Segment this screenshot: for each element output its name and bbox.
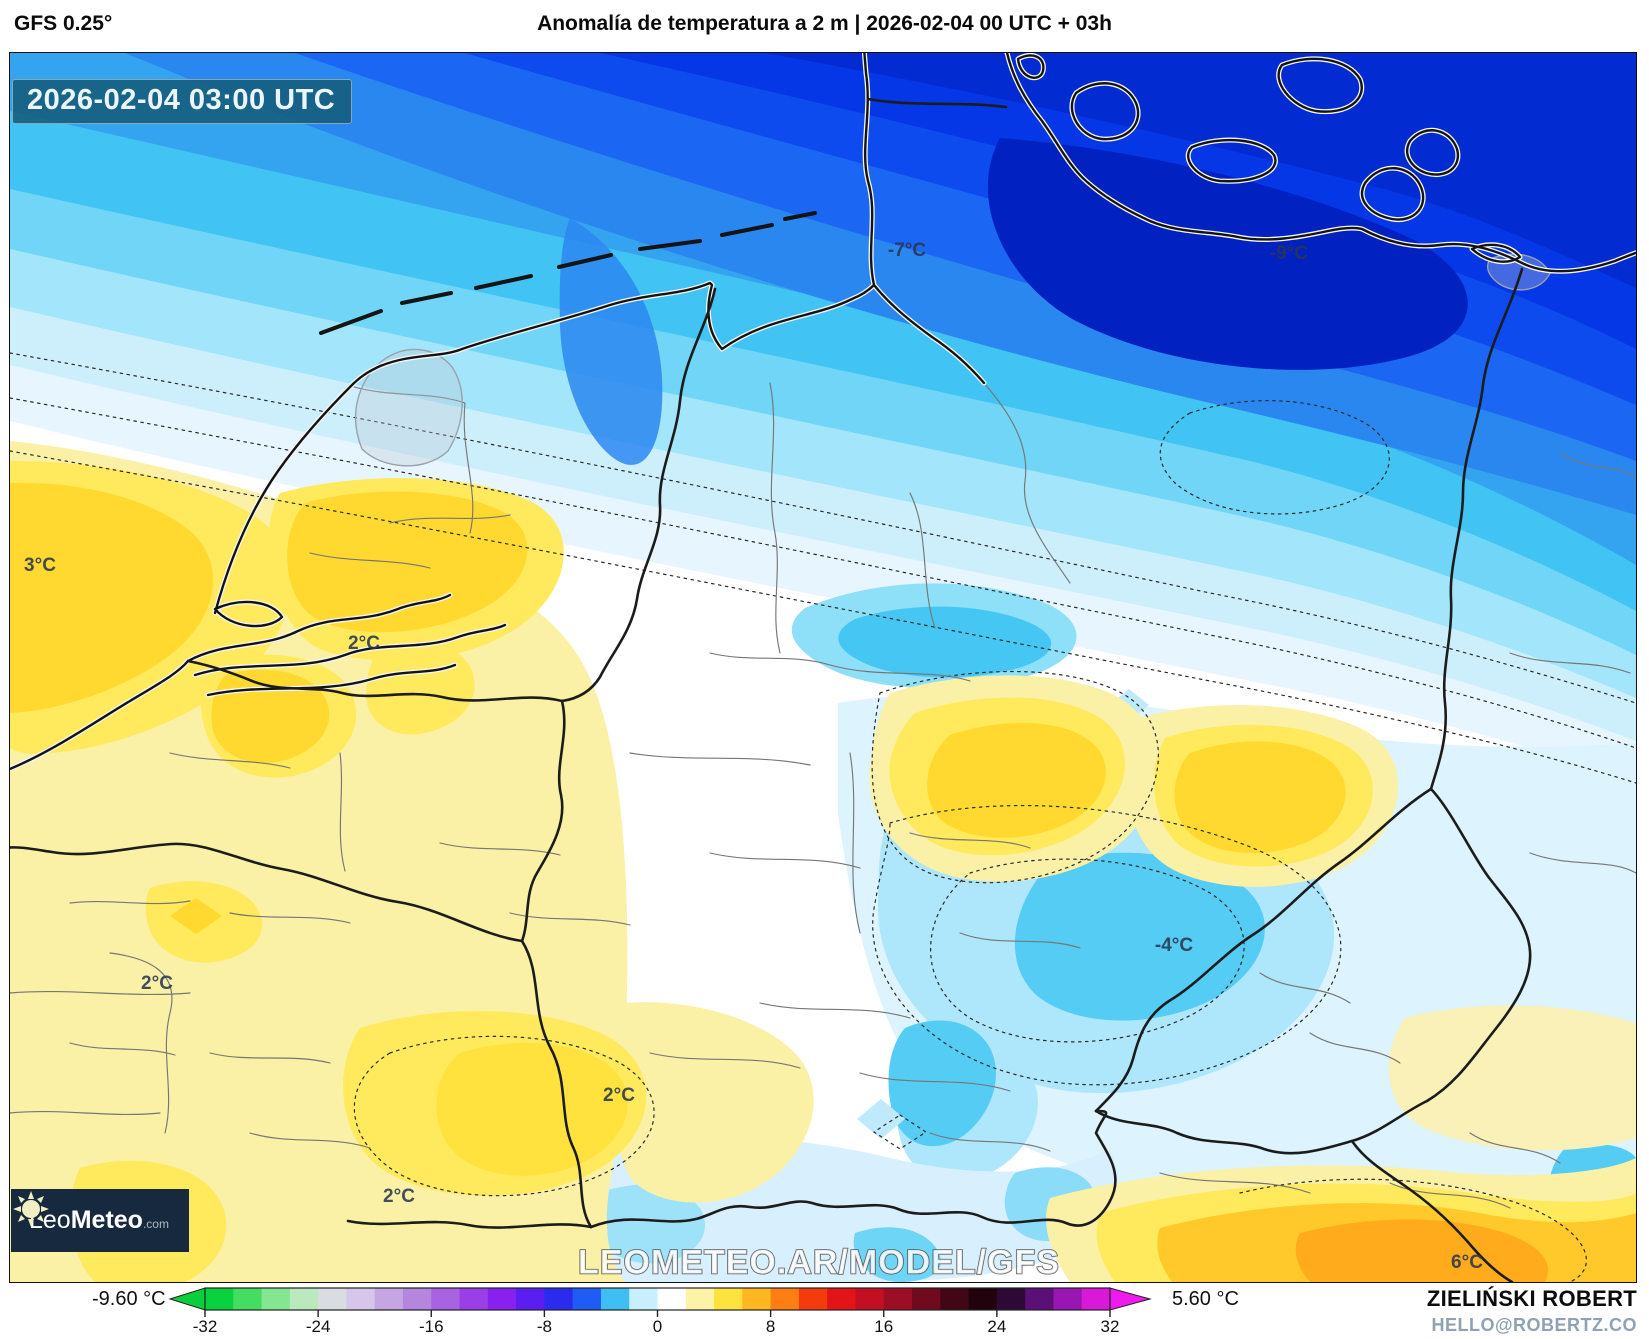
colorbar-scale <box>168 1287 1152 1317</box>
map-temp-label: -4°C <box>1154 935 1194 956</box>
map-temp-label: 2°C <box>383 1186 415 1207</box>
anomaly-map-svg <box>10 53 1636 1282</box>
map-canvas: 2026-02-04 03:00 UTC -7°C -9°C 3°C 2°C -4°C 2… <box>9 52 1637 1283</box>
map-temp-label: 2°C <box>141 973 173 994</box>
map-temp-label: 3°C <box>24 555 56 576</box>
colorbar-tick: 32 <box>1100 1317 1120 1336</box>
country-borders <box>10 97 1532 1282</box>
map-temp-label: 2°C <box>603 1085 635 1106</box>
colorbar-tick: -32 <box>192 1317 218 1336</box>
map-temp-label: -9°C <box>1269 243 1309 264</box>
map-temp-label: 6°C <box>1451 1252 1483 1273</box>
colorbar-tick: 16 <box>874 1317 894 1336</box>
author-name: ZIELIŃSKI ROBERT <box>1426 1286 1637 1311</box>
sun-icon <box>13 1191 49 1227</box>
admin-borders <box>10 382 1636 1209</box>
colorbar: -9.60 °C 5.60 °C -32 -24 -16 -8 0 8 16 24 32 <box>0 1284 1649 1339</box>
colorbar-tick: -16 <box>418 1317 444 1336</box>
leometeo-logo: LeoMeteo.com <box>11 1189 189 1252</box>
page-title: Anomalía de temperatura a 2 m | 2026-02-… <box>537 12 1112 35</box>
map-temp-label: 2°C <box>348 633 380 654</box>
colorbar-tick: -24 <box>305 1317 331 1336</box>
watermark: LEOMETEO.AR/MODEL/GFS <box>577 1243 1060 1282</box>
map-temp-label: -7°C <box>887 240 927 261</box>
colorbar-tick: -8 <box>536 1317 552 1336</box>
colorbar-tick: 24 <box>987 1317 1007 1336</box>
colorbar-tick: 8 <box>765 1317 776 1336</box>
colorbar-max-label: 5.60 °C <box>1172 1288 1239 1310</box>
ijsselmeer-lake <box>354 348 463 467</box>
colorbar-min-label: -9.60 °C <box>92 1288 166 1310</box>
timestamp-badge: 2026-02-04 03:00 UTC <box>12 79 353 124</box>
model-label: GFS 0.25° <box>14 12 113 35</box>
credits: ZIELIŃSKI ROBERT HELLO@ROBERTZ.CO <box>1427 1286 1637 1336</box>
colorbar-tick: 0 <box>652 1317 663 1336</box>
author-email: HELLO@ROBERTZ.CO <box>1431 1315 1637 1335</box>
